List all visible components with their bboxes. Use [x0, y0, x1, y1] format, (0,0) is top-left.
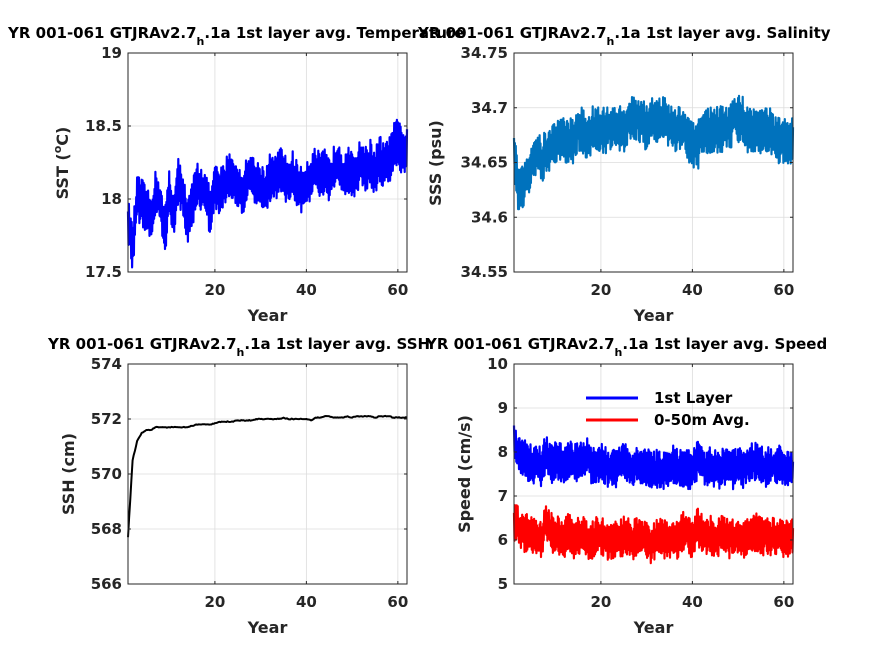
axes-frame — [513, 363, 794, 585]
chart-title: YR 001-061 GTJRAv2.7h.1a 1st layer avg. … — [47, 335, 430, 359]
y-tick-label: 18.5 — [85, 117, 122, 135]
x-tick-label: 60 — [387, 593, 408, 611]
y-tick-label: 19 — [101, 44, 122, 62]
y-axis-label: SSS (psu) — [426, 120, 445, 206]
x-axis-label: Year — [247, 306, 288, 325]
chart-panel-1: 20 40 60 17.5 18 18.5 19 Year SST (oC) YR 001-061… — [7, 24, 464, 325]
y-tick-label: 9 — [498, 399, 508, 417]
x-tick-label: 20 — [590, 281, 611, 299]
y-tick-label: 18 — [101, 190, 122, 208]
x-axis-label: Year — [247, 618, 288, 637]
axes-frame — [127, 52, 408, 273]
series-line-2 — [512, 504, 795, 565]
y-axis-label: SST (oC) — [51, 127, 72, 200]
y-tick-label: 10 — [487, 355, 508, 373]
series-line-1 — [512, 425, 795, 491]
x-axis-label: Year — [633, 618, 674, 637]
series-line-1 — [512, 94, 795, 211]
x-tick-label: 60 — [387, 281, 408, 299]
y-tick-label: 34.55 — [461, 263, 508, 281]
x-tick-label: 40 — [682, 281, 703, 299]
x-tick-label: 40 — [682, 593, 703, 611]
chart-panel-3: 20 40 60 566 568 570 572 574 Year SSH (cm) YR 001-… — [47, 335, 430, 637]
y-axis-label: SSH (cm) — [59, 433, 78, 515]
y-tick-label: 566 — [91, 575, 122, 593]
chart-panel-4: 20 40 60 5 6 7 8 9 10 Year Speed (cm/s) YR 001-061 … — [425, 335, 827, 637]
chart-title: YR 001-061 GTJRAv2.7h.1a 1st layer avg. … — [7, 24, 464, 48]
y-tick-label: 574 — [91, 355, 122, 373]
x-tick-label: 40 — [296, 281, 317, 299]
y-tick-label: 8 — [498, 443, 508, 461]
series-line-1 — [127, 414, 408, 538]
x-tick-label: 20 — [204, 281, 225, 299]
y-tick-label: 34.7 — [471, 99, 508, 117]
chart-title: YR 001-061 GTJRAv2.7h.1a 1st layer avg. … — [425, 335, 827, 359]
x-tick-label: 20 — [590, 593, 611, 611]
y-tick-label: 572 — [91, 410, 122, 428]
x-tick-label: 40 — [296, 593, 317, 611]
y-tick-label: 17.5 — [85, 263, 122, 281]
chart-title: YR 001-061 GTJRAv2.7h.1a 1st layer avg. … — [417, 24, 831, 48]
legend: 1st Layer 0-50m Avg. — [586, 389, 750, 429]
x-tick-label: 20 — [204, 593, 225, 611]
y-tick-label: 34.65 — [461, 154, 508, 172]
legend-label: 0-50m Avg. — [654, 411, 750, 429]
y-tick-label: 6 — [498, 531, 508, 549]
y-tick-label: 5 — [498, 575, 508, 593]
legend-label: 1st Layer — [654, 389, 733, 407]
x-tick-label: 60 — [773, 281, 794, 299]
y-tick-label: 7 — [498, 487, 508, 505]
y-tick-label: 34.75 — [461, 44, 508, 62]
x-tick-label: 60 — [773, 593, 794, 611]
series-line-1 — [126, 118, 409, 269]
y-tick-label: 570 — [91, 465, 122, 483]
x-axis-label: Year — [633, 306, 674, 325]
y-tick-label: 568 — [91, 520, 122, 538]
y-axis-label: Speed (cm/s) — [455, 415, 474, 533]
y-tick-label: 34.6 — [471, 208, 508, 226]
chart-panel-2: 20 40 60 34.55 34.6 34.65 34.7 34.75 Year SSS (ps… — [417, 24, 831, 325]
